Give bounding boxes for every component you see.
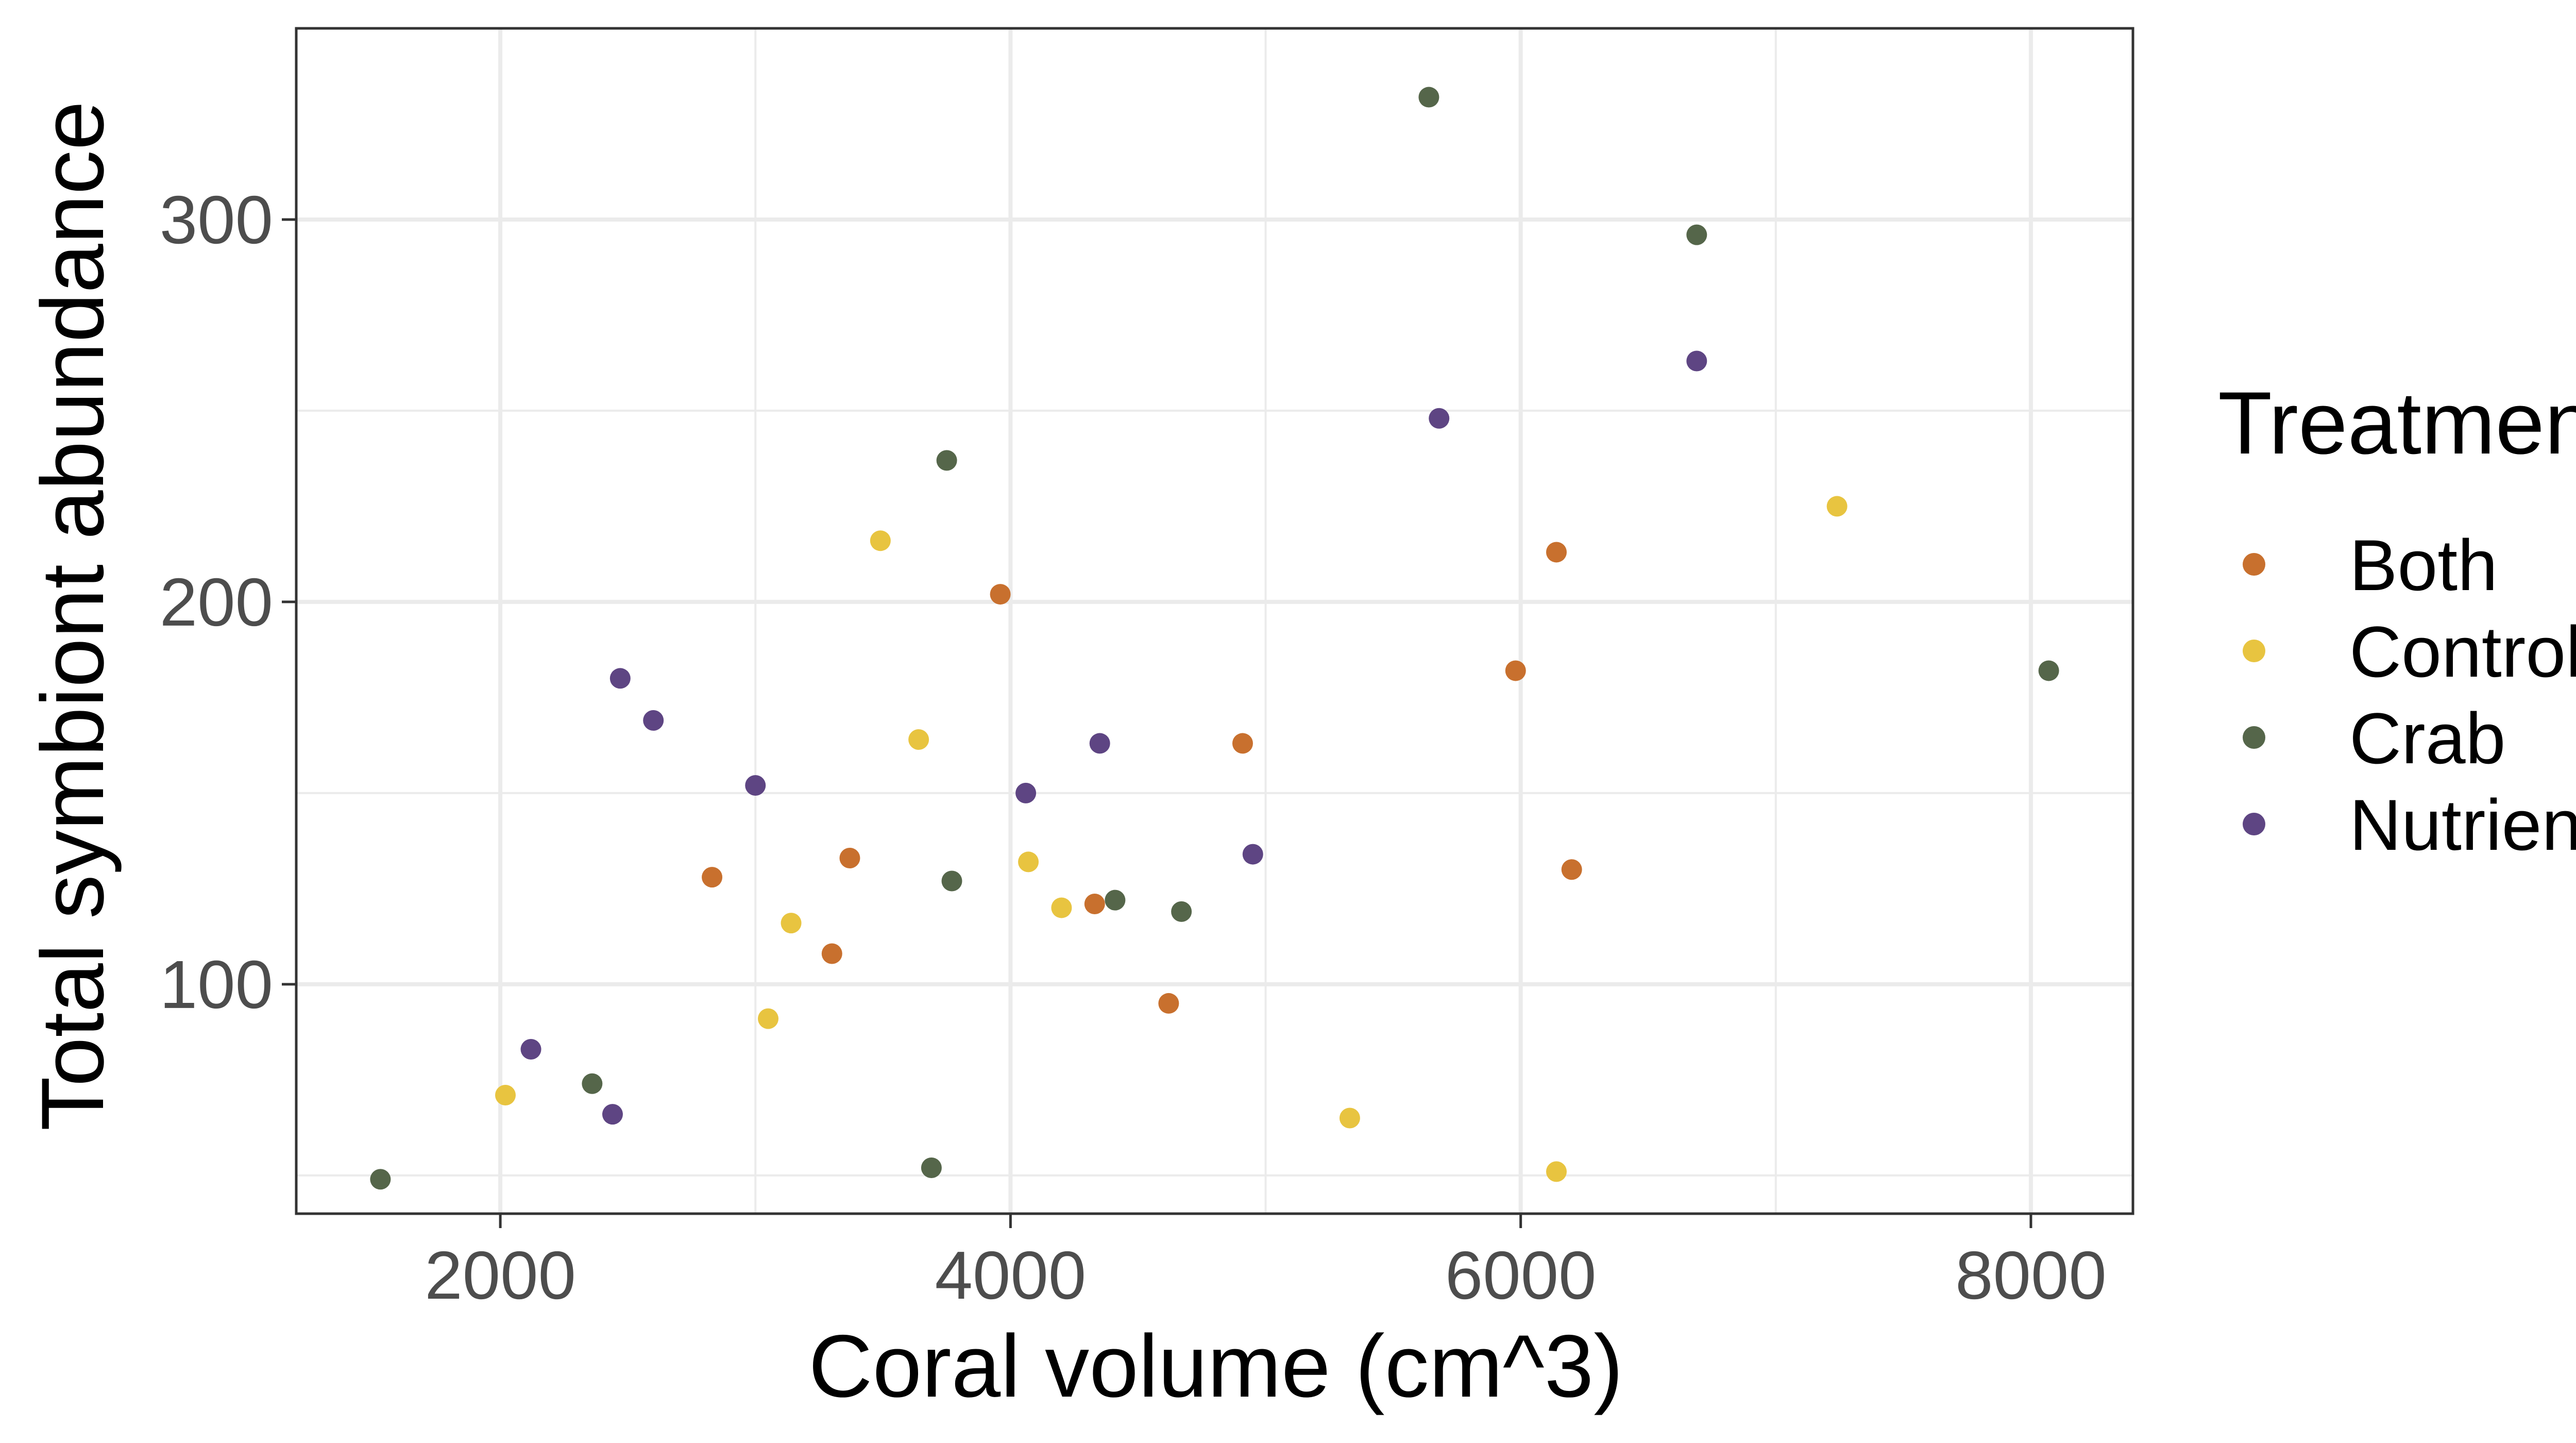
plot-panel-border bbox=[295, 27, 2134, 1215]
point-both bbox=[1084, 894, 1105, 915]
point-nutrient bbox=[1089, 733, 1110, 754]
legend-key-control bbox=[2243, 640, 2265, 662]
point-nutrient bbox=[520, 1038, 541, 1060]
y-tick-label: 300 bbox=[160, 182, 273, 258]
legend-label-nutrient: Nutrient bbox=[2349, 784, 2576, 865]
legend-items: BothControlCrabNutrient bbox=[2243, 525, 2576, 865]
point-control bbox=[781, 913, 802, 934]
point-control bbox=[495, 1085, 516, 1105]
point-control bbox=[758, 1008, 779, 1029]
x-tick-label: 4000 bbox=[935, 1237, 1087, 1313]
y-tick-label: 200 bbox=[160, 564, 273, 640]
point-nutrient bbox=[1686, 350, 1707, 372]
point-both bbox=[1505, 660, 1526, 681]
point-both bbox=[821, 943, 842, 964]
point-crab bbox=[936, 450, 957, 471]
point-control bbox=[1051, 897, 1072, 918]
point-control bbox=[1546, 1161, 1567, 1182]
point-both bbox=[702, 867, 723, 888]
legend-key-nutrient bbox=[2243, 813, 2265, 835]
point-control bbox=[870, 530, 891, 551]
point-control bbox=[1018, 851, 1039, 872]
x-axis-ticks: 2000 4000 6000 8000 bbox=[425, 1214, 2107, 1313]
point-control bbox=[1826, 496, 1848, 517]
point-both bbox=[990, 584, 1011, 605]
point-crab bbox=[1686, 224, 1707, 245]
y-axis-title: Total symbiont abundance bbox=[23, 101, 122, 1131]
point-nutrient bbox=[1429, 408, 1450, 429]
point-nutrient bbox=[1242, 844, 1263, 865]
y-axis-ticks: 100 200 300 bbox=[160, 182, 296, 1022]
point-both bbox=[1232, 733, 1253, 754]
point-crab bbox=[1418, 87, 1439, 108]
point-crab bbox=[2038, 660, 2059, 681]
point-both bbox=[839, 848, 860, 868]
legend-key-crab bbox=[2243, 726, 2265, 749]
x-tick-label: 8000 bbox=[1955, 1237, 2107, 1313]
legend-label-both: Both bbox=[2349, 525, 2498, 606]
point-both bbox=[1561, 859, 1582, 880]
point-control bbox=[908, 729, 929, 750]
major-gridlines bbox=[296, 28, 2133, 1214]
point-nutrient bbox=[602, 1104, 623, 1125]
x-axis-title: Coral volume (cm^3) bbox=[808, 1317, 1623, 1416]
legend-title: Treatment bbox=[2218, 374, 2576, 473]
x-tick-label: 2000 bbox=[425, 1237, 576, 1313]
point-nutrient bbox=[643, 710, 664, 731]
point-both bbox=[1546, 542, 1567, 563]
point-crab bbox=[1171, 901, 1192, 922]
point-crab bbox=[370, 1169, 391, 1190]
point-crab bbox=[582, 1073, 603, 1094]
legend: Treatment BothControlCrabNutrient bbox=[2218, 374, 2576, 865]
y-tick-label: 100 bbox=[160, 947, 273, 1022]
point-nutrient bbox=[745, 775, 766, 796]
legend-label-crab: Crab bbox=[2349, 698, 2505, 779]
legend-key-both bbox=[2243, 553, 2265, 576]
point-nutrient bbox=[609, 668, 631, 689]
point-crab bbox=[1105, 890, 1126, 911]
point-both bbox=[1158, 993, 1179, 1014]
point-crab bbox=[941, 870, 962, 892]
point-nutrient bbox=[1015, 782, 1037, 803]
legend-label-control: Control bbox=[2349, 611, 2576, 692]
x-tick-label: 6000 bbox=[1445, 1237, 1597, 1313]
data-points bbox=[370, 87, 2059, 1190]
minor-gridlines bbox=[296, 28, 2133, 1214]
point-control bbox=[1339, 1108, 1360, 1129]
point-crab bbox=[921, 1157, 942, 1178]
